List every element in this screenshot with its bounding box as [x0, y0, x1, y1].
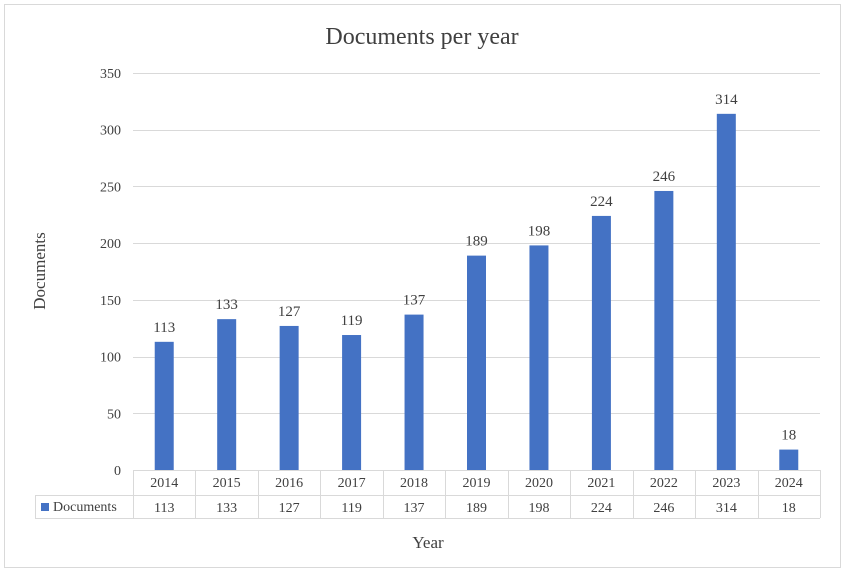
table-value-2021: 224	[591, 501, 612, 516]
data-label-2015: 133	[215, 297, 238, 313]
table-value-2018: 137	[404, 501, 425, 516]
data-label-2014: 113	[153, 320, 175, 336]
data-label-2017: 119	[341, 313, 363, 329]
y-tick-label: 300	[100, 124, 121, 139]
x-tick-label-2022: 2022	[650, 476, 678, 491]
x-tick-label-2021: 2021	[587, 476, 615, 491]
table-value-2015: 133	[216, 501, 237, 516]
data-label-2016: 127	[278, 304, 301, 320]
table-value-2017: 119	[341, 501, 361, 516]
legend-label: Documents	[53, 500, 117, 515]
data-labels: 113 133 127 119 137 189 198 224 246 314 18	[153, 92, 796, 444]
bar-2018	[404, 314, 424, 470]
chart-title: Documents per year	[325, 24, 518, 50]
table-value-2019: 189	[466, 501, 487, 516]
table-value-2022: 246	[653, 501, 674, 516]
bar-2019	[467, 255, 486, 470]
bar-2023	[716, 113, 736, 470]
data-label-2020: 198	[528, 223, 551, 239]
bar-2014	[154, 341, 174, 470]
table-value-2023: 314	[716, 501, 737, 516]
data-label-2019: 189	[465, 234, 488, 250]
bar-2020	[529, 245, 549, 470]
x-tick-label-2023: 2023	[712, 476, 740, 491]
x-tick-label-2016: 2016	[275, 476, 303, 491]
bar-2015	[217, 319, 237, 470]
table-value-2014: 113	[154, 501, 174, 516]
y-axis-title: Documents	[30, 232, 49, 309]
x-tick-label-2014: 2014	[150, 476, 178, 491]
bar-2021	[591, 215, 611, 470]
data-label-2023: 314	[715, 92, 738, 108]
x-tick-label-2020: 2020	[525, 476, 553, 491]
y-axis-ticks: 0 50 100 150 200 250 300 350	[100, 67, 121, 479]
x-tick-label-2019: 2019	[463, 476, 491, 491]
table-value-2020: 198	[528, 501, 549, 516]
bars	[154, 113, 799, 471]
bar-2024	[779, 449, 799, 470]
y-tick-label: 200	[100, 237, 121, 252]
bar-2016	[279, 325, 299, 470]
x-tick-label-2015: 2015	[213, 476, 241, 491]
legend-key	[41, 503, 49, 511]
bar-2022	[654, 190, 674, 471]
bar-2017	[342, 335, 362, 470]
data-label-2024: 18	[781, 428, 796, 444]
y-tick-label: 50	[107, 407, 121, 422]
x-tick-label-2017: 2017	[338, 476, 366, 491]
data-label-2021: 224	[590, 194, 613, 210]
y-tick-label: 100	[100, 351, 121, 366]
chart-border	[4, 4, 841, 568]
y-tick-label: 150	[100, 294, 121, 309]
x-axis-title: Year	[412, 533, 444, 552]
y-tick-label: 350	[100, 67, 121, 82]
x-tick-label-2018: 2018	[400, 476, 428, 491]
table-value-2016: 127	[279, 501, 300, 516]
gridlines	[133, 73, 820, 414]
data-label-2022: 246	[653, 169, 676, 185]
x-tick-label-2024: 2024	[775, 476, 803, 491]
y-tick-label: 0	[114, 464, 121, 479]
data-label-2018: 137	[403, 293, 426, 309]
table-value-2024: 18	[782, 501, 796, 516]
y-tick-label: 250	[100, 180, 121, 195]
data-table: 2014 113 2015 133 2016 127 2017 119 2018 137 2019 1…	[35, 470, 821, 519]
